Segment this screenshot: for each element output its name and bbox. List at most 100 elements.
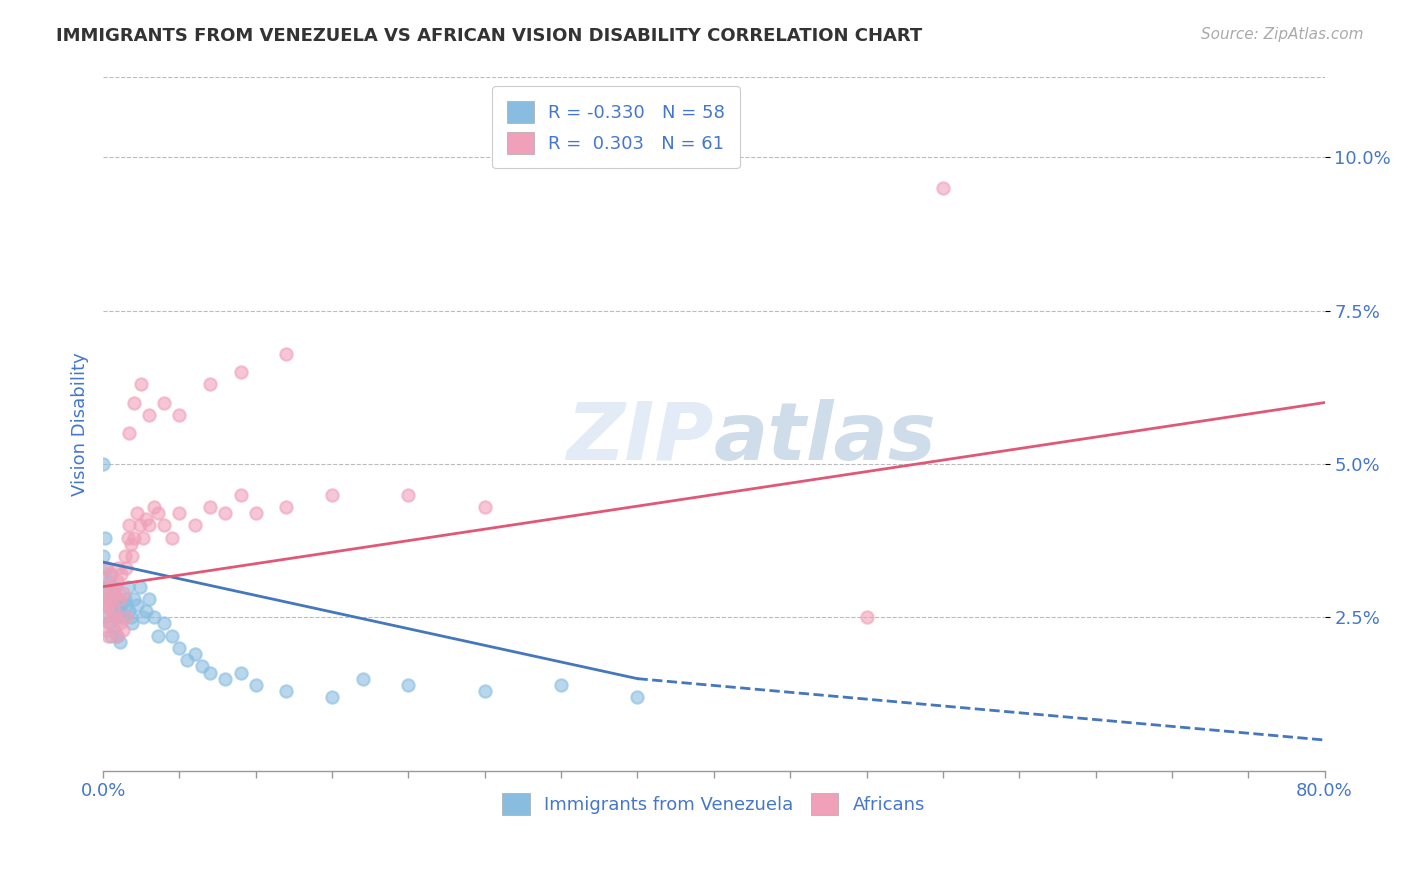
Point xyxy=(184,647,207,661)
Point xyxy=(160,531,183,545)
Point xyxy=(138,408,160,422)
Point xyxy=(276,684,298,698)
Point xyxy=(855,610,877,624)
Point xyxy=(93,580,115,594)
Point xyxy=(111,586,134,600)
Point xyxy=(122,531,145,545)
Point xyxy=(104,580,127,594)
Point xyxy=(321,488,343,502)
Point xyxy=(101,604,124,618)
Point xyxy=(105,598,128,612)
Point xyxy=(184,518,207,533)
Point xyxy=(91,580,114,594)
Point xyxy=(115,598,138,612)
Text: IMMIGRANTS FROM VENEZUELA VS AFRICAN VISION DISABILITY CORRELATION CHART: IMMIGRANTS FROM VENEZUELA VS AFRICAN VIS… xyxy=(56,27,922,45)
Point xyxy=(98,574,121,588)
Point xyxy=(352,672,374,686)
Point xyxy=(932,181,955,195)
Point xyxy=(111,610,134,624)
Point xyxy=(474,684,496,698)
Point xyxy=(176,653,198,667)
Point xyxy=(108,616,131,631)
Point xyxy=(169,506,191,520)
Point xyxy=(198,665,221,680)
Point xyxy=(97,629,120,643)
Point xyxy=(93,591,115,606)
Point xyxy=(129,377,152,392)
Point xyxy=(146,629,169,643)
Point xyxy=(118,426,141,441)
Point xyxy=(97,598,120,612)
Point xyxy=(105,629,128,643)
Point xyxy=(132,610,155,624)
Point xyxy=(100,616,122,631)
Point xyxy=(214,506,236,520)
Point xyxy=(96,623,118,637)
Point xyxy=(198,500,221,514)
Point xyxy=(153,616,176,631)
Text: ZIP: ZIP xyxy=(567,399,714,477)
Point xyxy=(245,678,267,692)
Point xyxy=(103,586,125,600)
Point xyxy=(229,488,252,502)
Point xyxy=(107,591,129,606)
Point xyxy=(276,346,298,360)
Point xyxy=(626,690,648,704)
Point xyxy=(142,500,165,514)
Point xyxy=(138,518,160,533)
Point xyxy=(108,635,131,649)
Point xyxy=(153,395,176,409)
Point xyxy=(146,506,169,520)
Legend: Immigrants from Venezuela, Africans: Immigrants from Venezuela, Africans xyxy=(494,784,934,824)
Point xyxy=(98,616,121,631)
Point xyxy=(115,561,138,575)
Point xyxy=(191,659,214,673)
Point xyxy=(96,561,118,575)
Point xyxy=(97,598,120,612)
Point xyxy=(96,610,118,624)
Point xyxy=(229,665,252,680)
Point xyxy=(105,629,128,643)
Point xyxy=(104,610,127,624)
Point xyxy=(125,506,148,520)
Point xyxy=(114,591,136,606)
Point xyxy=(107,561,129,575)
Point xyxy=(108,591,131,606)
Point xyxy=(128,518,150,533)
Point xyxy=(245,506,267,520)
Y-axis label: Vision Disability: Vision Disability xyxy=(72,352,89,496)
Point xyxy=(169,640,191,655)
Text: Source: ZipAtlas.com: Source: ZipAtlas.com xyxy=(1201,27,1364,42)
Point xyxy=(101,580,124,594)
Point xyxy=(142,610,165,624)
Text: atlas: atlas xyxy=(714,399,936,477)
Point xyxy=(138,591,160,606)
Point xyxy=(128,580,150,594)
Point xyxy=(169,408,191,422)
Point xyxy=(91,549,114,563)
Point xyxy=(198,377,221,392)
Point xyxy=(98,567,121,582)
Point xyxy=(121,549,143,563)
Point xyxy=(101,591,124,606)
Point xyxy=(120,610,142,624)
Point xyxy=(103,610,125,624)
Point xyxy=(107,610,129,624)
Point xyxy=(111,623,134,637)
Point xyxy=(91,457,114,471)
Point xyxy=(122,395,145,409)
Point xyxy=(110,598,132,612)
Point xyxy=(153,518,176,533)
Point xyxy=(100,567,122,582)
Point xyxy=(91,610,114,624)
Point xyxy=(117,580,139,594)
Point xyxy=(550,678,572,692)
Point xyxy=(96,561,118,575)
Point xyxy=(93,591,115,606)
Point xyxy=(229,365,252,379)
Point xyxy=(321,690,343,704)
Point xyxy=(118,518,141,533)
Point xyxy=(276,500,298,514)
Point xyxy=(398,678,420,692)
Point xyxy=(122,591,145,606)
